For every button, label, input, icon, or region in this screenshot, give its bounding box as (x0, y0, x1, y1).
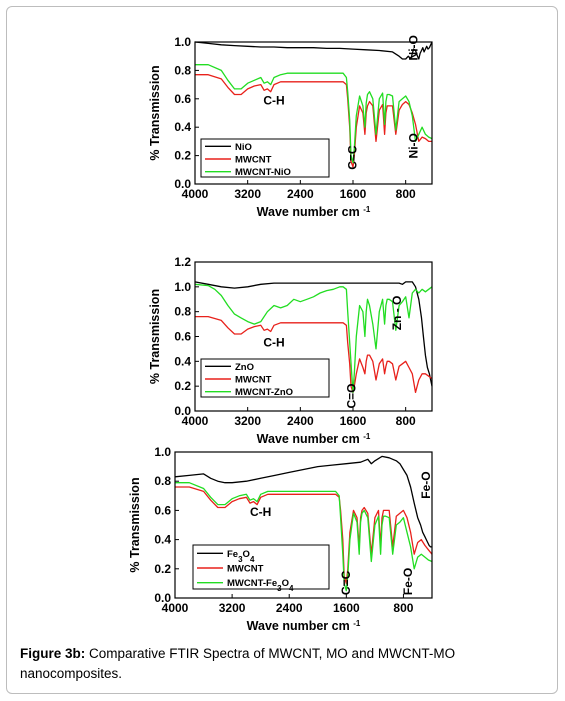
peak-annotation: Fe-O (419, 471, 433, 498)
y-tick-label: 1.0 (154, 445, 171, 459)
legend-label: MWCNT (235, 155, 272, 166)
peak-annotation: Ni-O (407, 35, 421, 60)
peak-annotation: C-H (263, 335, 284, 349)
plot-frame (194, 41, 433, 185)
legend-label: MWCNT-ZnO (235, 387, 293, 398)
series-line-1 (194, 281, 433, 387)
x-tick-label: 1600 (340, 414, 367, 428)
x-tick-label: 3200 (234, 414, 261, 428)
x-tick-label: 4000 (162, 601, 189, 615)
legend-box (192, 544, 330, 590)
x-tick-label: 4000 (182, 187, 209, 201)
y-tick-label: 0.6 (174, 92, 191, 106)
series-line-2 (175, 486, 433, 585)
x-tick-label: 800 (393, 601, 413, 615)
y-axis-label: % Transmission (148, 289, 162, 384)
series-line-1 (194, 41, 433, 60)
x-tick-label: 800 (396, 414, 416, 428)
caption-label: Figure 3b: (20, 646, 86, 661)
figure-caption: Figure 3b: Comparative FTIR Spectra of M… (20, 644, 548, 684)
peak-annotation: C=C (345, 145, 359, 170)
series-line-3 (175, 482, 433, 592)
y-axis-label: % Transmission (148, 65, 162, 160)
caption-text: Comparative FTIR Spectra of MWCNT, MO an… (20, 646, 456, 681)
peak-annotation: C=C (339, 570, 353, 595)
y-tick-label: 0.4 (174, 354, 191, 368)
chart-2: 0.0 0.2 0.4 0.6 0.8 1.0 1.2 4000 3200 2400 1600 800… (148, 255, 433, 447)
peak-annotation: C-H (250, 505, 271, 519)
peak-annotation: C-H (263, 93, 284, 107)
plot-frame (174, 451, 433, 599)
series-line-3 (195, 64, 433, 164)
x-tick-label: 2400 (276, 601, 303, 615)
ftir-charts: 0.0 0.2 0.4 0.6 0.8 1.0 4000 3200 2400 1600 800 Wav… (128, 35, 433, 633)
legend-label: Fe3O4 (227, 549, 255, 564)
y-tick-label: 1.0 (174, 280, 191, 294)
legend-label: MWCNT-NiO (235, 167, 291, 178)
x-tick-label: 800 (396, 187, 416, 201)
x-tick-label: 4000 (182, 414, 209, 428)
x-tick-label: 2400 (287, 187, 314, 201)
series-line-2 (195, 74, 432, 168)
series-line-3 (194, 283, 433, 394)
legend-label: MWCNT (227, 564, 264, 575)
x-axis-label: Wave number cm -1 (257, 432, 371, 447)
x-axis-label: Wave number cm -1 (257, 205, 371, 220)
peak-annotation: Fe-O (401, 568, 415, 595)
y-tick-label: 0.8 (154, 474, 171, 488)
y-tick-label: 0.0 (174, 404, 191, 418)
y-tick-label: 0.6 (174, 330, 191, 344)
legend-label: ZnO (235, 362, 254, 373)
y-tick-label: 0.8 (174, 305, 191, 319)
y-tick-label: 0.8 (174, 63, 191, 77)
x-tick-label: 2400 (287, 414, 314, 428)
peak-annotation: Ni-O (407, 133, 421, 158)
y-axis-label: % Transmission (128, 477, 142, 572)
x-tick-label: 3200 (219, 601, 246, 615)
x-tick-label: 1600 (333, 601, 360, 615)
y-tick-label: 1.2 (174, 255, 191, 269)
y-tick-label: 0.0 (154, 591, 171, 605)
y-tick-label: 0.4 (154, 533, 171, 547)
chart-3: 0.0 0.2 0.4 0.6 0.8 1.0 4000 3200 2400 1600 800 Wav… (128, 445, 433, 633)
legend-box (200, 358, 330, 398)
peak-annotation: C=O (345, 384, 359, 409)
y-tick-label: 0.6 (154, 503, 171, 517)
legend-label: NiO (235, 142, 252, 153)
chart-1: 0.0 0.2 0.4 0.6 0.8 1.0 4000 3200 2400 1600 800 Wav… (148, 35, 433, 220)
series-line-2 (195, 315, 433, 394)
legend-label: MWCNT-Fe3O4 (227, 578, 294, 593)
legend-box (200, 138, 330, 178)
y-tick-label: 0.2 (154, 562, 171, 576)
y-tick-label: 0.2 (174, 149, 191, 163)
x-tick-label: 3200 (234, 187, 261, 201)
y-tick-label: 0.0 (174, 177, 191, 191)
series-line-1 (174, 455, 432, 548)
y-tick-label: 1.0 (174, 35, 191, 49)
x-axis-label: Wave number cm -1 (247, 619, 361, 634)
y-tick-label: 0.4 (174, 120, 191, 134)
legend-label: MWCNT (235, 375, 272, 386)
x-tick-label: 1600 (340, 187, 367, 201)
peak-annotation: Zn - O (390, 296, 404, 331)
y-tick-label: 0.2 (174, 379, 191, 393)
